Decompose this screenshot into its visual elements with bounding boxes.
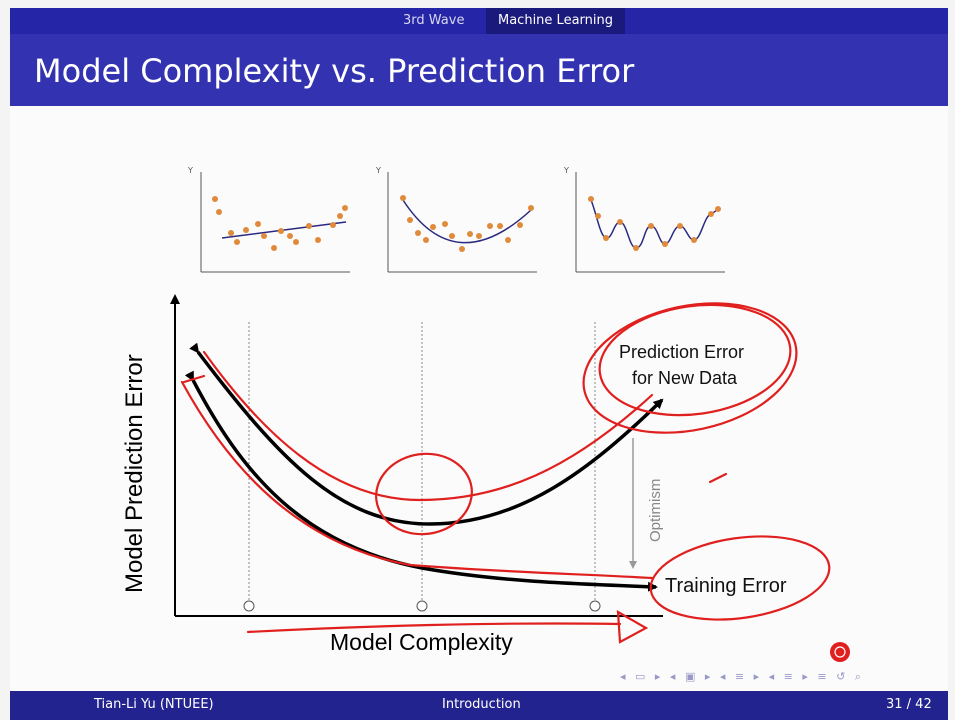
prediction-error-label-line2: for New Data — [632, 368, 738, 388]
annotation-underline-axis — [246, 622, 622, 634]
prediction-error-label-line1: Prediction Error — [619, 342, 744, 362]
complexity-marker — [243, 600, 255, 612]
annotation-dash — [708, 472, 728, 484]
mini-plot-good-fit: Y — [375, 166, 537, 273]
mini-plot-overfit: Y — [563, 166, 725, 273]
x-axis-label: Model Complexity — [330, 629, 513, 655]
fit-line — [221, 221, 347, 239]
mini-axis-y-label: Y — [563, 166, 569, 175]
annotation-circle-prediction-2 — [598, 303, 792, 417]
mini-plot-underfit: Y — [187, 166, 350, 273]
nav-section-machine-learning[interactable]: Machine Learning — [486, 8, 625, 34]
training-error-curve — [184, 370, 658, 592]
mini-axis-y-label: Y — [187, 166, 193, 175]
footer-page-number: 31 / 42 — [886, 697, 932, 712]
footer-bar: Tian-Li Yu (NTUEE) Introduction 31 / 42 — [10, 691, 948, 720]
footer-author: Tian-Li Yu (NTUEE) — [94, 697, 214, 712]
training-error-label: Training Error — [665, 575, 787, 597]
annotation-circle-training — [649, 535, 831, 621]
laser-pointer-icon — [830, 642, 850, 662]
y-axis-label: Model Prediction Error — [121, 354, 148, 593]
fit-line — [590, 199, 720, 249]
scatter-points — [588, 196, 721, 251]
nav-section-3rd-wave[interactable]: 3rd Wave — [403, 13, 465, 28]
complexity-guides — [248, 322, 596, 600]
mini-axis-y-label: Y — [375, 166, 381, 175]
slide-title: Model Complexity vs. Prediction Error — [34, 52, 635, 90]
complexity-marker — [589, 600, 601, 612]
annotation-trace-test — [202, 350, 654, 502]
top-navigation: 3rd Wave Machine Learning — [10, 8, 948, 34]
beamer-navigation-icons[interactable]: ◂ ▭ ▸ ◂ ▣ ▸ ◂ ≡ ▸ ◂ ≡ ▸ ≡ ↺ ⌕ — [620, 670, 864, 683]
fit-line — [402, 199, 532, 244]
complexity-marker — [416, 600, 428, 612]
scatter-points — [400, 195, 534, 252]
annotation-circle-minimum — [375, 452, 473, 536]
scatter-points — [212, 196, 348, 251]
red-annotations — [180, 302, 831, 644]
annotation-arrowhead — [616, 610, 649, 644]
annotation-trace-train — [180, 380, 654, 580]
annotation-tick — [182, 374, 206, 384]
title-bar: Model Complexity vs. Prediction Error — [10, 34, 948, 106]
footer-section: Introduction — [442, 697, 521, 712]
laser-pointer-ring — [834, 646, 846, 658]
optimism-label: Optimism — [647, 479, 664, 542]
prediction-error-curve — [189, 342, 664, 526]
